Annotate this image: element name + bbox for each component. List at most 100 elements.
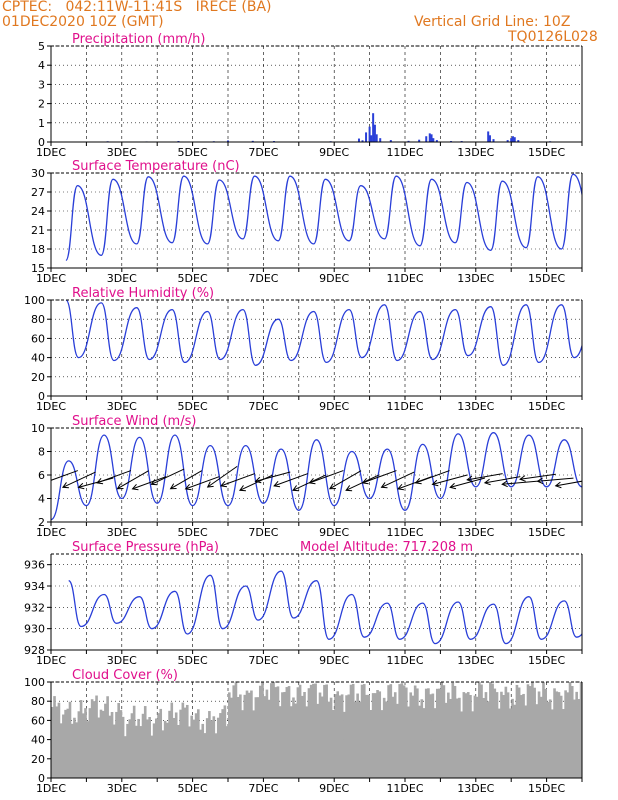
y-tick-label: 60 — [31, 332, 45, 345]
cloud-bar — [143, 706, 147, 778]
cloud-bar — [247, 692, 251, 778]
cloud-bar — [53, 696, 56, 778]
cloud-bar — [345, 695, 348, 778]
cloud-bar — [418, 705, 421, 778]
cloud-bar — [493, 688, 497, 778]
wind-vector-head — [466, 475, 474, 483]
cloud-bar — [185, 704, 189, 778]
cloud-bar — [112, 724, 116, 778]
precip-bar — [506, 140, 509, 142]
cloud-bar — [101, 710, 105, 778]
cloud-bar — [270, 683, 273, 778]
cloud-bar — [223, 705, 227, 778]
cloud-bar — [500, 691, 503, 778]
precip-bar — [372, 113, 375, 142]
cloud-bar — [214, 733, 218, 778]
cloud-bar — [343, 711, 346, 778]
y-tick-label: 30 — [31, 167, 45, 180]
x-tick-label: 9DEC — [319, 272, 349, 285]
cloud-bar — [230, 697, 233, 778]
wind-vector-head — [501, 480, 508, 488]
cloud-bar — [362, 684, 366, 778]
cloud-bar — [354, 701, 357, 778]
y-tick-label: 27 — [31, 186, 45, 199]
cloud-bar — [438, 688, 441, 778]
cloud-bar — [511, 698, 514, 778]
precip-bar — [357, 138, 360, 142]
cloud-bar — [566, 692, 570, 778]
cloud-bar — [146, 719, 149, 778]
precip-bar — [513, 137, 516, 142]
cloud-bar — [562, 709, 565, 778]
cloud-bar — [400, 683, 404, 778]
cloud-bar — [318, 692, 322, 778]
y-tick-label: 5 — [38, 40, 45, 53]
cloud-bar — [254, 697, 258, 778]
cloud-bar — [484, 692, 488, 778]
cloud-bar — [416, 688, 419, 778]
precip-bar — [418, 139, 421, 142]
series-line — [68, 570, 582, 645]
cloud-bar — [208, 711, 211, 778]
cloud-bar — [382, 697, 386, 778]
cloud-bar — [148, 717, 151, 778]
cloud-bar — [520, 695, 523, 778]
cloud-bar — [356, 693, 359, 778]
cloud-bar — [325, 684, 328, 778]
series-group — [65, 300, 582, 366]
y-tick-label: 10 — [31, 422, 45, 435]
cloud-bar — [338, 695, 342, 778]
precip-bar — [361, 140, 364, 142]
header-grid-note: Vertical Grid Line: 10Z — [414, 14, 571, 30]
x-tick-label: 13DEC — [457, 654, 494, 667]
cloud-bar — [502, 694, 505, 778]
cloud-bar — [579, 682, 582, 778]
cloud-bar — [66, 708, 70, 778]
cloud-bar — [203, 733, 207, 778]
wind-vector-head — [238, 485, 246, 492]
cloud-bar — [323, 684, 326, 778]
precip-bar — [365, 132, 368, 142]
x-tick-label: 7DEC — [248, 400, 278, 413]
cloud-bar — [294, 703, 297, 778]
wind-vector — [207, 465, 238, 488]
y-tick-label: 3 — [38, 78, 45, 91]
cloud-bar — [360, 684, 364, 778]
x-tick-label: 9DEC — [319, 654, 349, 667]
precip-bar — [510, 138, 513, 142]
cloud-bar — [150, 735, 154, 778]
cloud-bar — [513, 704, 517, 778]
header-model-code: TQ0126L028 — [508, 29, 598, 45]
cloud-bar — [170, 702, 174, 778]
cloud-bar — [402, 685, 406, 778]
precip-bar — [389, 140, 392, 142]
cloud-bar — [371, 693, 375, 778]
cloud-bar — [376, 689, 379, 778]
wind-vector — [51, 470, 79, 481]
x-tick-label: 1DEC — [36, 400, 66, 413]
cloud-bar — [387, 685, 390, 778]
wind-vector-head — [184, 484, 192, 491]
cloud-bar — [464, 693, 468, 778]
cloud-bar — [239, 694, 242, 778]
precip-bar — [425, 136, 428, 142]
cloud-bar — [365, 694, 368, 778]
cloud-bar — [466, 692, 470, 778]
cloud-bar — [553, 688, 556, 778]
wind-vector — [309, 470, 344, 484]
cloud-bar — [278, 706, 282, 778]
cloud-bar — [535, 704, 539, 778]
wind-vector — [432, 474, 468, 485]
cloud-bar — [336, 691, 340, 778]
x-tick-label: 1DEC — [36, 146, 66, 159]
y-tick-label: 100 — [24, 294, 45, 307]
cloud-bar — [234, 682, 238, 778]
y-tick-label: 100 — [24, 676, 45, 689]
cloud-bar — [542, 682, 545, 778]
cloud-bar — [367, 694, 370, 778]
wind-vector-head — [61, 482, 69, 489]
cloud-bar — [228, 692, 231, 778]
cloud-bar — [548, 699, 552, 778]
cloud-bar — [179, 709, 182, 778]
y-tick-label: 0 — [38, 772, 45, 785]
